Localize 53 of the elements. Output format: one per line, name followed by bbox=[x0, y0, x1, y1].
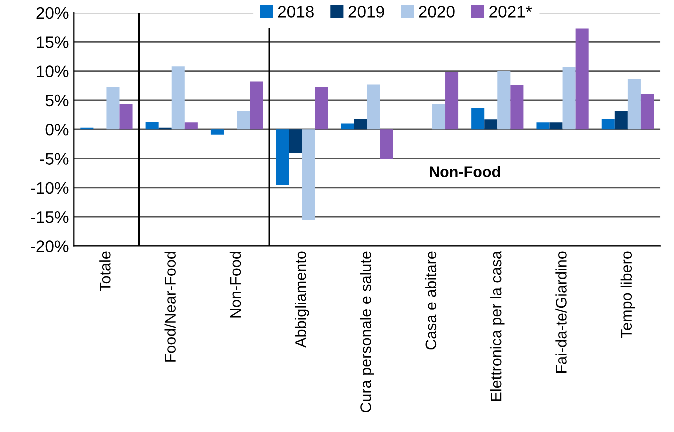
bar bbox=[354, 119, 368, 130]
x-tick-label: Cura personale e salute bbox=[360, 252, 374, 413]
legend-label: 2019 bbox=[348, 6, 384, 18]
y-tick-label: -20% bbox=[31, 240, 69, 252]
bar bbox=[341, 124, 354, 130]
bar bbox=[276, 130, 290, 186]
bar bbox=[302, 130, 316, 220]
x-tick-label: Food/Near-Food bbox=[164, 252, 176, 362]
legend-label: 2018 bbox=[278, 6, 314, 18]
x-tick-label: Tempo libero bbox=[620, 252, 636, 338]
bar bbox=[484, 120, 498, 130]
y-tick-label: 15% bbox=[37, 36, 69, 48]
bar bbox=[237, 112, 250, 130]
bar bbox=[510, 85, 524, 130]
bar bbox=[550, 122, 563, 130]
y-tick-label: 0% bbox=[46, 124, 69, 136]
bar bbox=[146, 122, 159, 130]
bar bbox=[380, 130, 394, 160]
y-tick-label: 5% bbox=[46, 94, 69, 107]
bar bbox=[172, 66, 185, 130]
legend-label: 2021* bbox=[490, 6, 532, 18]
bar bbox=[576, 28, 589, 130]
x-tick-label: Abbigliamento bbox=[295, 252, 310, 348]
y-tick-label: 20% bbox=[36, 7, 69, 20]
bar bbox=[614, 112, 628, 130]
bar bbox=[446, 72, 459, 130]
bar bbox=[289, 130, 302, 154]
bar bbox=[315, 87, 328, 130]
y-tick-label: -15% bbox=[31, 212, 69, 224]
x-tick-label: Elettronica per la casa bbox=[490, 251, 505, 401]
x-tick-label: Fai-da-te/Giardino bbox=[556, 252, 567, 373]
bar bbox=[602, 119, 615, 130]
bar bbox=[498, 71, 511, 130]
bar bbox=[106, 87, 120, 130]
bar bbox=[432, 104, 446, 130]
x-tick-label: Casa e abitare bbox=[425, 252, 437, 350]
bar bbox=[562, 67, 576, 130]
bar bbox=[250, 82, 264, 130]
bar bbox=[640, 94, 654, 130]
bar bbox=[210, 130, 224, 135]
bar bbox=[367, 84, 380, 130]
bar bbox=[628, 79, 641, 130]
bar bbox=[536, 122, 550, 130]
annotation: Non-Food bbox=[430, 166, 500, 178]
bar bbox=[120, 104, 133, 130]
bar bbox=[184, 122, 198, 130]
y-tick-label: -10% bbox=[31, 182, 69, 194]
x-tick-label: Totale bbox=[100, 252, 111, 292]
y-tick-label: -5% bbox=[40, 153, 69, 165]
x-tick-label: Non-Food bbox=[230, 252, 242, 318]
y-tick-label: 10% bbox=[37, 66, 69, 78]
bar bbox=[472, 108, 485, 130]
legend-label: 2020 bbox=[419, 6, 455, 18]
